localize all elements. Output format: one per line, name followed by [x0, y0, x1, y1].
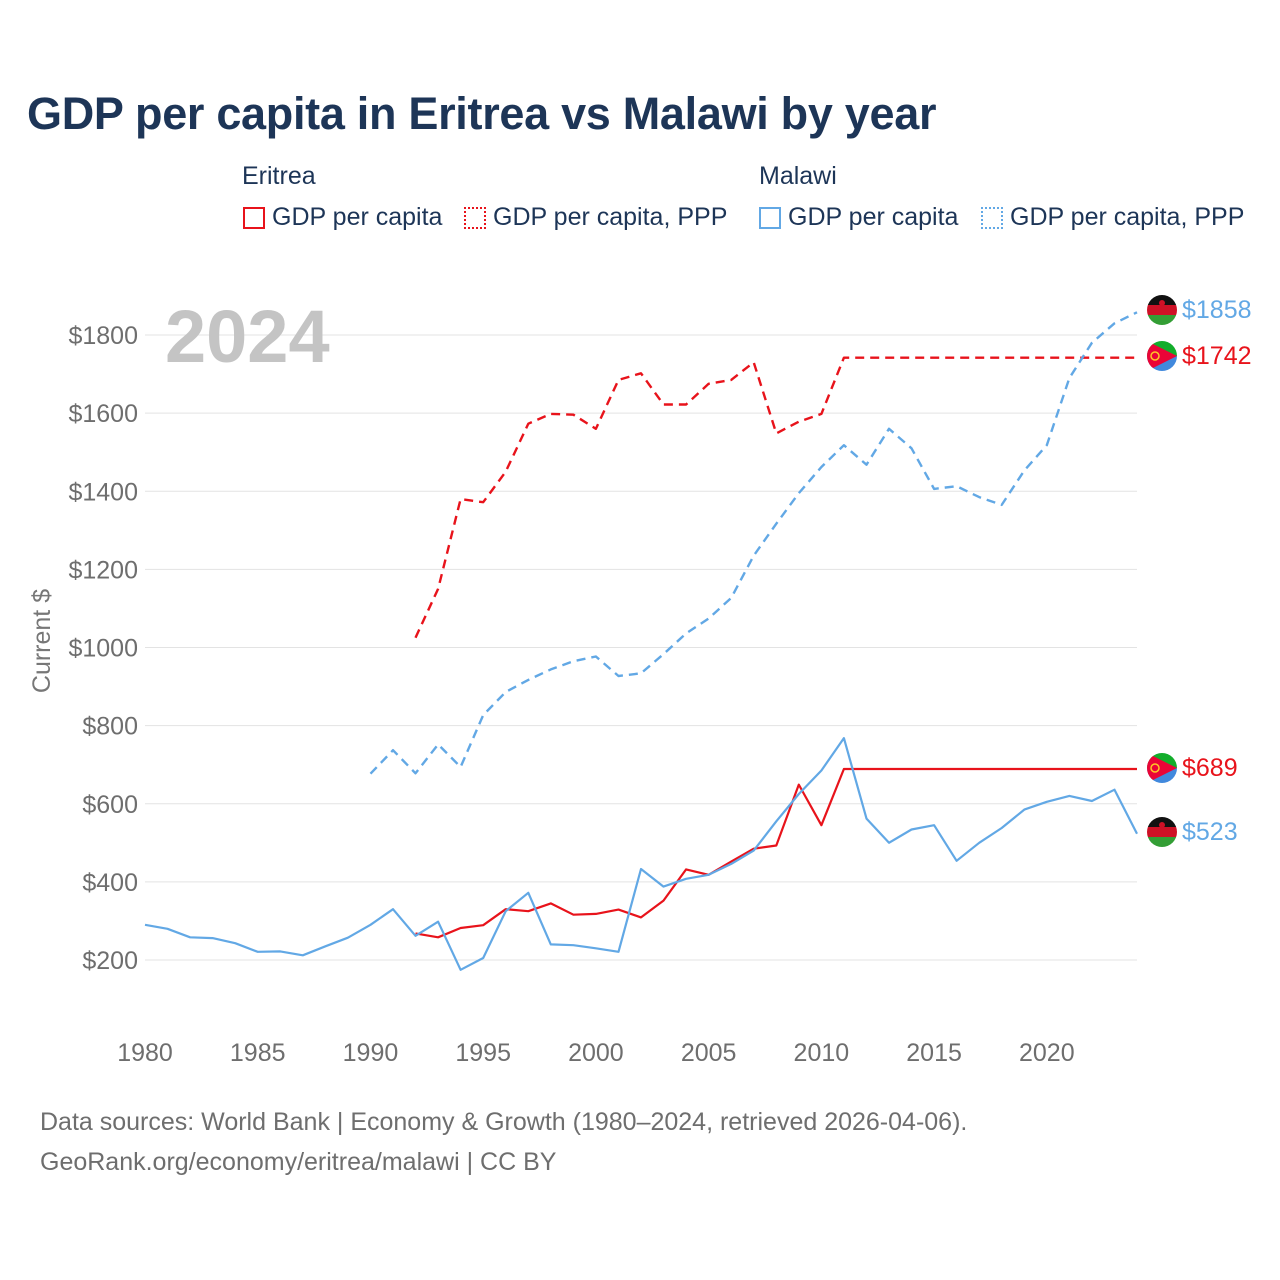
end-label-eritrea-gdp: $689 [1182, 754, 1238, 782]
y-tick-label: $800 [82, 713, 138, 741]
line-chart: 2024 $200 $400 $600 $800 $1000 $1200 $1400 $160… [28, 295, 1252, 1067]
legend-swatch-solid-red [243, 206, 265, 229]
y-tick-label: $400 [82, 869, 138, 897]
legend-group-malawi: Malawi [759, 162, 837, 190]
end-label-malawi-ppp: $1858 [1182, 296, 1252, 324]
end-label-malawi-gdp: $523 [1182, 818, 1238, 846]
legend-swatch-solid-blue [759, 206, 781, 229]
footer-attribution: GeoRank.org/economy/eritrea/malawi | CC … [40, 1148, 557, 1176]
legend-label: GDP per capita [272, 203, 443, 231]
series-lines [144, 311, 1138, 971]
y-axis-label: Current $ [28, 589, 56, 693]
x-tick-label: 1990 [343, 1039, 399, 1067]
grid-lines [145, 334, 1137, 961]
x-tick-label: 1980 [117, 1039, 173, 1067]
legend-label: GDP per capita [788, 203, 959, 231]
x-axis-ticks: 1980 1985 1990 1995 2000 2005 2010 2015 2020 [117, 1039, 1074, 1067]
y-tick-label: $1600 [68, 400, 138, 428]
y-axis-ticks: $200 $400 $600 $800 $1000 $1200 $1400 $1600 $180… [68, 322, 138, 975]
y-tick-label: $1200 [68, 556, 138, 584]
legend-malawi-gdp-ppp[interactable]: GDP per capita, PPP [981, 203, 1244, 232]
legend-swatch-dotted-blue [981, 206, 1003, 229]
legend-eritrea-gdp-ppp[interactable]: GDP per capita, PPP [464, 203, 727, 232]
chart-title: GDP per capita in Eritrea vs Malawi by y… [27, 88, 937, 139]
legend-swatch-dotted-red [464, 206, 486, 229]
series-line-malawi-gdp-per-capita[interactable] [144, 736, 1138, 971]
x-tick-label: 2015 [906, 1039, 962, 1067]
year-watermark: 2024 [165, 295, 330, 378]
series-line-eritrea-gdp-per-capita-ppp[interactable] [414, 356, 1138, 639]
y-tick-label: $1000 [68, 635, 138, 663]
eritrea-flag-icon [1147, 341, 1177, 371]
y-tick-label: $1400 [68, 478, 138, 506]
legend-eritrea-gdp[interactable]: GDP per capita [243, 203, 442, 232]
footer-sources: Data sources: World Bank | Economy & Gro… [40, 1108, 968, 1136]
x-tick-label: 1985 [230, 1039, 286, 1067]
legend-malawi-gdp[interactable]: GDP per capita [759, 203, 958, 232]
legend-label: GDP per capita, PPP [493, 203, 728, 231]
y-tick-label: $1800 [68, 322, 138, 350]
x-tick-label: 2005 [681, 1039, 737, 1067]
x-tick-label: 2000 [568, 1039, 624, 1067]
x-tick-label: 1995 [455, 1039, 511, 1067]
legend-label: GDP per capita, PPP [1010, 203, 1245, 231]
y-tick-label: $200 [82, 947, 138, 975]
series-line-malawi-gdp-per-capita-ppp[interactable] [369, 311, 1138, 775]
eritrea-flag-icon [1147, 753, 1177, 783]
x-tick-label: 2010 [794, 1039, 850, 1067]
legend-group-eritrea: Eritrea [242, 162, 316, 190]
y-tick-label: $600 [82, 791, 138, 819]
series-line-eritrea-gdp-per-capita[interactable] [415, 767, 1138, 939]
malawi-flag-icon [1147, 295, 1177, 325]
end-label-eritrea-ppp: $1742 [1182, 342, 1252, 370]
x-tick-label: 2020 [1019, 1039, 1075, 1067]
malawi-flag-icon [1147, 817, 1177, 847]
